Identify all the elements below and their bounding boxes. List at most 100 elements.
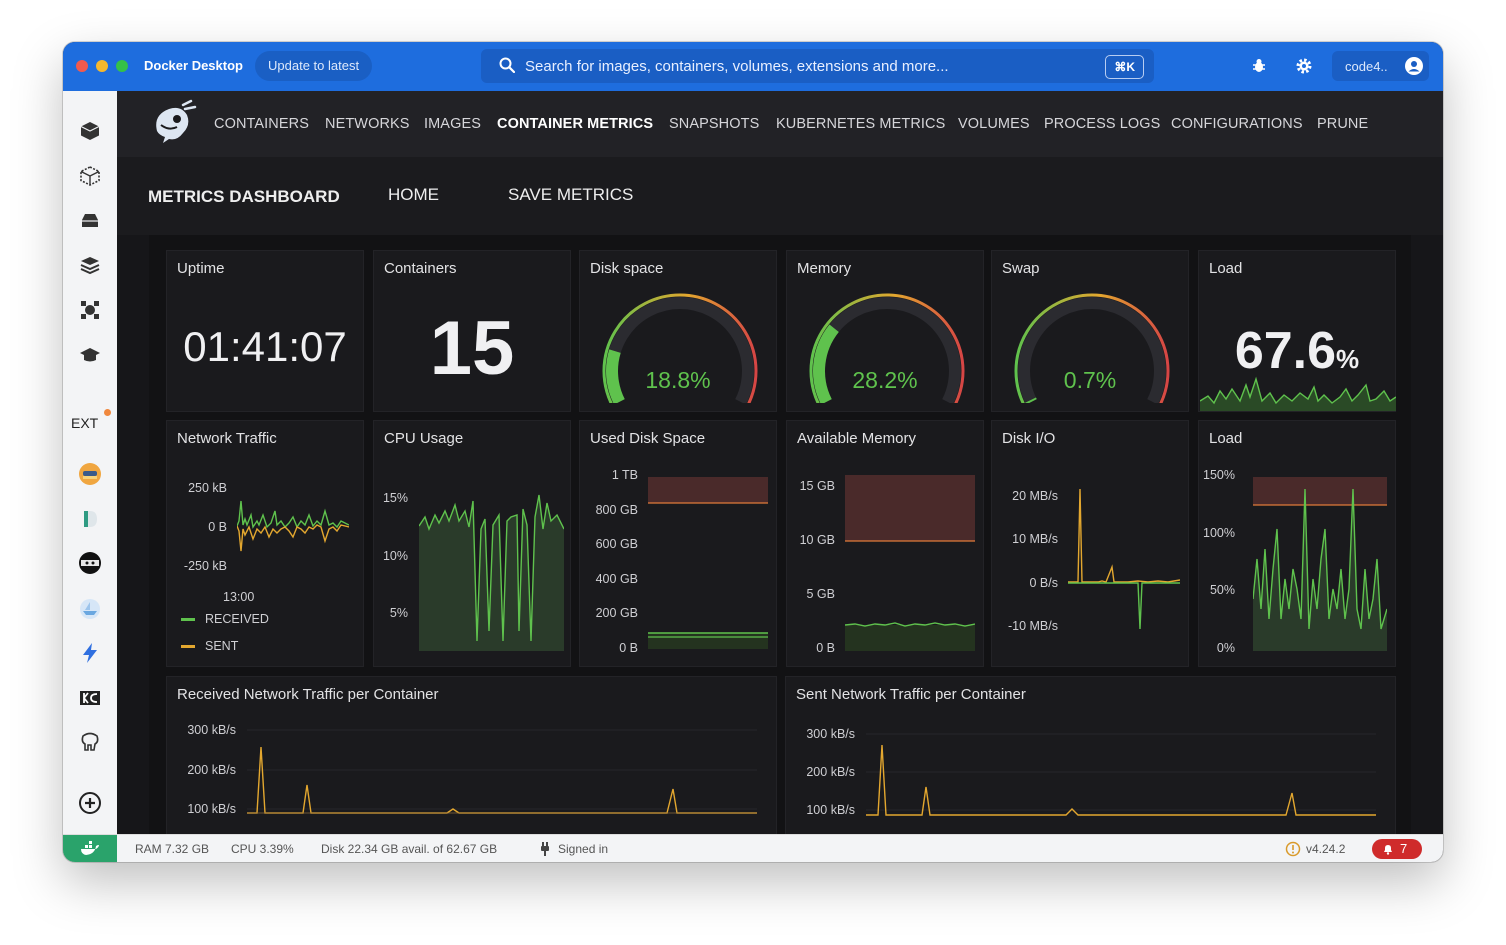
gauge-threshold-arc	[809, 293, 965, 403]
y-tick-label: 0 B	[208, 520, 227, 534]
legend-label: SENT	[205, 639, 239, 653]
y-tick-label: 250 kB	[188, 481, 227, 495]
nav-images[interactable]: IMAGES	[424, 116, 481, 132]
close-window-button[interactable]	[76, 60, 88, 72]
load-chart-panel: Load 150% 100% 50% 0%	[1198, 420, 1396, 667]
gauge-value-arc	[1025, 397, 1037, 403]
y-tick-label: 100%	[1203, 526, 1235, 540]
extension-ninja-icon[interactable]	[78, 551, 102, 575]
used-disk-space-title: Used Disk Space	[590, 430, 706, 447]
minimize-window-button[interactable]	[96, 60, 108, 72]
load-chart	[1253, 477, 1387, 651]
extension-keycloak-icon[interactable]	[78, 686, 102, 710]
y-tick-label: 50%	[1209, 583, 1235, 597]
memory-panel: Memory 28.2%	[786, 250, 984, 412]
nav-prune[interactable]: PRUNE	[1317, 116, 1369, 132]
available-memory-panel: Available Memory 15 GB 10 GB 5 GB 0 B	[786, 420, 984, 667]
title-bar: Docker Desktop Update to latest Search f…	[63, 42, 1443, 91]
metrics-dashboard: Uptime 01:41:07 Containers 15 Disk space…	[149, 235, 1411, 834]
sent-traffic-title: Sent Network Traffic per Container	[796, 686, 1026, 703]
nav-snapshots[interactable]: SNAPSHOTS	[669, 116, 760, 132]
search-shortcut: ⌘K	[1105, 55, 1144, 79]
nav-container-metrics[interactable]: CONTAINER METRICS	[497, 116, 654, 132]
containers-title: Containers	[384, 260, 457, 277]
dashboard-title: METRICS DASHBOARD	[148, 187, 340, 206]
search-placeholder: Search for images, containers, volumes, …	[525, 58, 949, 75]
y-tick-label: 1 TB	[611, 468, 638, 482]
extension-logs-icon[interactable]	[78, 462, 102, 486]
load-sparkline	[1200, 376, 1396, 411]
disk-usage: Disk 22.34 GB avail. of 62.67 GB	[321, 842, 498, 856]
add-extension-icon[interactable]	[78, 791, 102, 815]
swap-title: Swap	[1002, 260, 1040, 277]
y-tick-label: 100 kB/s	[806, 803, 855, 817]
maximize-window-button[interactable]	[116, 60, 128, 72]
load-stat-panel: Load 67.6%	[1198, 250, 1396, 412]
y-tick-label: -10 MB/s	[1007, 619, 1058, 633]
containers-panel: Containers 15	[373, 250, 571, 412]
volumes-icon[interactable]	[78, 209, 102, 233]
sidebar: EXT	[63, 91, 117, 834]
notifications-badge[interactable]: 7	[1372, 839, 1422, 859]
app-title: Docker Desktop	[144, 58, 243, 73]
nav-configurations[interactable]: CONFIGURATIONS	[1171, 116, 1303, 132]
y-tick-label: 15 GB	[799, 479, 835, 493]
extension-disk-icon[interactable]	[78, 507, 102, 531]
ram-usage: RAM 7.32 GB	[135, 842, 210, 856]
legend-sent[interactable]: SENT	[181, 639, 238, 653]
nav-containers[interactable]: CONTAINERS	[214, 116, 309, 132]
disk-space-title: Disk space	[590, 260, 664, 277]
swap-value: 0.7%	[1063, 367, 1117, 393]
update-warning-icon[interactable]	[1285, 841, 1301, 857]
available-memory-chart	[845, 475, 975, 651]
extension-elephant-icon[interactable]	[78, 730, 102, 754]
sent-traffic-panel: Sent Network Traffic per Container 300 k…	[785, 676, 1396, 834]
account-menu[interactable]: code4..	[1332, 51, 1429, 81]
available-memory-title: Available Memory	[797, 430, 916, 447]
global-search[interactable]: Search for images, containers, volumes, …	[481, 49, 1154, 83]
docker-engine-status[interactable]	[63, 835, 117, 862]
network-traffic-title: Network Traffic	[177, 430, 277, 447]
images-icon[interactable]	[78, 164, 102, 188]
username: code4..	[1345, 59, 1388, 74]
memory-title: Memory	[797, 260, 852, 277]
update-to-latest-button[interactable]: Update to latest	[255, 51, 373, 81]
gauge-threshold-arc	[1014, 293, 1170, 403]
nav-networks[interactable]: NETWORKS	[325, 116, 410, 132]
bell-icon	[1384, 845, 1392, 855]
network-traffic-chart	[237, 500, 349, 552]
memory-value: 28.2%	[852, 367, 918, 393]
dev-environments-icon[interactable]	[78, 298, 102, 322]
uptime-title: Uptime	[177, 260, 225, 277]
legend-swatch	[181, 645, 195, 649]
nav-kubernetes-metrics[interactable]: KUBERNETES METRICS	[776, 116, 946, 132]
gear-icon[interactable]	[1294, 56, 1314, 76]
nav-process-logs[interactable]: PROCESS LOGS	[1044, 116, 1161, 132]
plug-icon	[541, 842, 549, 856]
gauge-track	[1018, 297, 1166, 403]
y-tick-label: 300 kB/s	[187, 723, 236, 737]
load-chart-title: Load	[1209, 430, 1243, 447]
legend-received[interactable]: RECEIVED	[181, 612, 269, 626]
extensions-label: EXT	[71, 415, 99, 431]
bug-icon[interactable]	[1249, 56, 1269, 76]
network-traffic-panel: Network Traffic 250 kB 0 B -250 kB 13:00…	[166, 420, 364, 667]
received-traffic-chart	[247, 729, 757, 814]
cpu-usage-title: CPU Usage	[384, 430, 464, 447]
containers-icon[interactable]	[78, 119, 102, 143]
extension-lightning-icon[interactable]	[78, 641, 102, 665]
builds-icon[interactable]	[78, 253, 102, 277]
gauge-threshold-arc	[602, 293, 758, 403]
y-tick-label: 800 GB	[595, 503, 638, 517]
disk-io-panel: Disk I/O 20 MB/s 10 MB/s 0 B/s -10 MB/s	[991, 420, 1189, 667]
home-link[interactable]: HOME	[388, 185, 439, 204]
save-metrics-link[interactable]: SAVE METRICS	[508, 185, 634, 204]
y-tick-label: 150%	[1203, 468, 1235, 482]
extension-ship-icon[interactable]	[78, 597, 102, 621]
status-bar: RAM 7.32 GB CPU 3.39% Disk 22.34 GB avai…	[63, 834, 1443, 862]
received-traffic-title: Received Network Traffic per Container	[177, 686, 439, 703]
nav-volumes[interactable]: VOLUMES	[958, 116, 1030, 132]
uptime-value: 01:41:07	[183, 323, 347, 370]
learning-center-icon[interactable]	[78, 343, 102, 367]
memory-gauge	[809, 293, 965, 403]
